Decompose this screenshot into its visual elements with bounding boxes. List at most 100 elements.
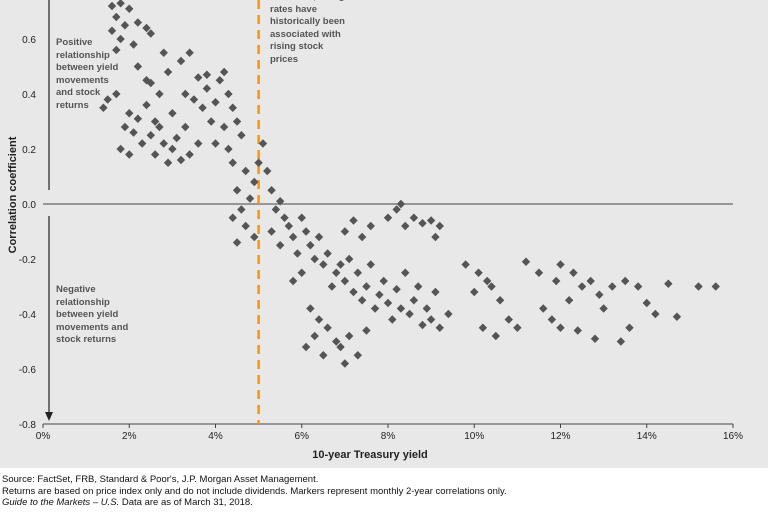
data-point: [620, 276, 630, 286]
data-point: [539, 304, 548, 313]
data-point: [172, 133, 181, 143]
data-point: [672, 312, 682, 321]
data-point: [297, 213, 306, 222]
data-point: [418, 219, 427, 228]
data-point: [487, 282, 496, 291]
data-point: [228, 213, 237, 222]
x-tick-label: 16%: [723, 431, 743, 442]
data-point: [232, 186, 242, 195]
data-point: [189, 95, 199, 104]
data-point: [159, 139, 168, 148]
data-point: [116, 0, 125, 8]
data-point: [349, 216, 358, 225]
y-tick-label: 0.2: [22, 145, 36, 156]
data-point: [547, 315, 557, 324]
plot-background: [0, 0, 768, 468]
data-point: [224, 89, 233, 99]
x-tick-label: 10%: [464, 431, 484, 442]
data-point: [551, 276, 561, 286]
data-point: [232, 117, 242, 126]
data-point: [168, 109, 177, 118]
data-point: [314, 232, 324, 242]
data-point: [237, 205, 246, 214]
data-point: [388, 315, 397, 324]
data-point: [340, 227, 350, 236]
data-point: [206, 117, 216, 126]
data-point: [590, 334, 600, 343]
data-point: [405, 309, 414, 319]
data-point: [288, 276, 298, 286]
x-axis-title: 10-year Treasury yield: [312, 449, 428, 461]
data-point: [319, 260, 328, 269]
data-point: [219, 122, 229, 132]
data-point: [478, 323, 488, 332]
data-point: [366, 260, 375, 269]
data-point: [142, 76, 151, 85]
data-point: [474, 268, 483, 277]
x-tick-label: 12%: [550, 431, 570, 442]
y-tick-label: 0.6: [22, 35, 36, 46]
data-point: [99, 103, 108, 112]
data-point: [327, 282, 337, 291]
data-point: [310, 331, 319, 341]
data-point: [306, 241, 315, 250]
data-point: [332, 337, 341, 346]
data-point: [495, 296, 505, 305]
data-point: [577, 282, 587, 291]
x-tick-label: 0%: [36, 431, 51, 442]
data-point: [366, 221, 375, 231]
data-point: [633, 282, 643, 291]
footer-guide-title: Guide to the Markets – U.S.: [2, 497, 120, 508]
data-point: [133, 114, 143, 123]
data-point: [608, 282, 617, 291]
tick-labels: 0% 2% 4% 6% 8% 10% 12% 14% 16% -0.8 -0.6 -0.4 -0.2 0.…: [19, 35, 743, 442]
data-point: [185, 48, 194, 57]
data-point: [642, 298, 651, 308]
data-point: [125, 109, 134, 118]
data-point: [133, 18, 143, 27]
data-point: [370, 304, 380, 313]
data-point: [211, 139, 220, 148]
data-point: [332, 268, 341, 277]
data-point: [461, 260, 470, 269]
data-point: [129, 40, 138, 49]
data-point: [470, 287, 479, 297]
data-point: [426, 216, 436, 225]
data-point: [163, 158, 173, 167]
markers: [99, 0, 720, 368]
data-point: [401, 221, 410, 231]
data-point: [120, 21, 130, 30]
data-point: [150, 150, 160, 159]
data-point: [228, 158, 237, 167]
data-point: [431, 287, 440, 297]
data-point: [133, 62, 143, 71]
data-point: [379, 276, 388, 286]
data-point: [288, 232, 298, 242]
data-point: [150, 117, 160, 126]
data-point: [383, 298, 393, 308]
data-point: [392, 205, 401, 214]
data-point: [664, 279, 673, 288]
data-point: [435, 221, 444, 231]
x-tick-label: 4%: [208, 431, 223, 442]
data-point: [491, 331, 501, 341]
data-point: [595, 290, 604, 299]
footer-guide-date: Data are as of March 31, 2018.: [119, 497, 253, 508]
y-tick-label: 0.0: [22, 200, 36, 211]
data-point: [344, 254, 354, 264]
data-point: [310, 254, 319, 264]
data-point: [616, 337, 626, 346]
y-tick-label: -0.8: [19, 420, 37, 431]
data-point: [383, 213, 393, 222]
x-tick-label: 2%: [122, 431, 137, 442]
data-point: [336, 260, 345, 269]
data-point: [142, 23, 151, 33]
data-point: [409, 296, 419, 305]
data-point: [245, 194, 255, 203]
data-point: [323, 249, 332, 258]
data-point: [353, 351, 363, 360]
data-point: [176, 56, 186, 66]
data-point: [224, 144, 233, 154]
data-point: [293, 249, 302, 258]
data-point: [418, 320, 427, 330]
